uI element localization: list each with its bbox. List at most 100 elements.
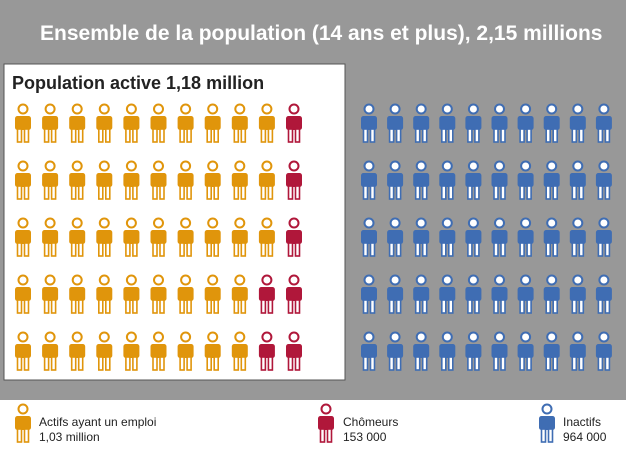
employed-person-icon [96, 160, 113, 200]
employed-person-icon [258, 160, 275, 200]
employed-person-icon [96, 331, 113, 371]
employed-person-icon [123, 217, 140, 257]
inactive-person-icon [569, 217, 586, 257]
inactive-person-icon [413, 103, 430, 143]
legend-item-inactive: Inactifs 964 000 [563, 415, 606, 445]
employed-person-icon [96, 103, 113, 143]
inactive-person-icon [543, 274, 560, 314]
inactive-person-icon [491, 331, 508, 371]
legend-label-employed: Actifs ayant un emploi [39, 415, 157, 429]
inactive-person-icon [413, 274, 430, 314]
employed-person-icon [231, 160, 248, 200]
inactive-person-icon [491, 217, 508, 257]
inactive-person-icon [569, 103, 586, 143]
employed-person-icon [177, 331, 194, 371]
employed-person-icon [123, 160, 140, 200]
inactive-person-icon [517, 331, 534, 371]
employed-person-icon [231, 331, 248, 371]
employed-person-icon [177, 103, 194, 143]
employed-person-icon [96, 274, 113, 314]
inactive-person-icon [517, 274, 534, 314]
inactive-person-icon [543, 331, 560, 371]
employed-person-icon [69, 160, 86, 200]
employed-person-icon [42, 103, 59, 143]
unemployed-person-icon [286, 217, 302, 257]
inactive-person-icon [465, 160, 482, 200]
employed-person-icon [123, 331, 140, 371]
employed-person-icon [150, 331, 167, 371]
employed-person-icon [231, 103, 248, 143]
inactive-person-icon [361, 274, 377, 314]
employed-person-icon [177, 217, 194, 257]
unemployed-person-icon [286, 103, 302, 143]
inactive-person-icon [439, 217, 456, 257]
unemployed-person-icon [286, 274, 302, 314]
inactive-person-icon [361, 160, 377, 200]
unemployed-person-icon [286, 160, 302, 200]
employed-person-icon [231, 274, 248, 314]
legend-item-employed: Actifs ayant un emploi 1,03 million [39, 415, 156, 445]
inactive-person-icon [465, 331, 482, 371]
employed-person-icon [177, 160, 194, 200]
employed-person-icon [150, 160, 167, 200]
legend-label-inactive: Inactifs [563, 415, 602, 429]
employed-person-icon [69, 274, 86, 314]
inactive-person-icon [543, 160, 560, 200]
inactive-person-icon [465, 217, 482, 257]
inactive-person-icon [595, 217, 612, 257]
inactive-person-icon [491, 160, 508, 200]
employed-person-icon [42, 331, 59, 371]
inactive-person-icon [595, 160, 612, 200]
employed-person-icon [123, 274, 140, 314]
inactive-person-icon [361, 103, 377, 143]
inactive-person-icon [439, 103, 456, 143]
inactive-person-icon [387, 103, 404, 143]
employed-person-icon [69, 217, 86, 257]
employed-person-icon [42, 217, 59, 257]
inactive-person-icon [439, 331, 456, 371]
inactive-person-icon [569, 331, 586, 371]
inactive-person-icon [387, 331, 404, 371]
inactive-person-icon [569, 274, 586, 314]
employed-person-icon [123, 103, 140, 143]
employed-person-icon [204, 103, 221, 143]
inactive-person-icon [569, 160, 586, 200]
legend-inactive-person-icon [539, 403, 555, 443]
inactive-person-icon [491, 103, 508, 143]
inactive-person-icon [465, 103, 482, 143]
inactive-person-icon [387, 160, 404, 200]
inactive-person-icon [595, 274, 612, 314]
inactive-person-icon [595, 331, 612, 371]
legend-value-inactive: 964 000 [563, 430, 607, 444]
employed-person-icon [258, 217, 275, 257]
inactive-person-icon [413, 217, 430, 257]
inactive-person-icon [387, 217, 404, 257]
inactive-person-icon [543, 217, 560, 257]
employed-person-icon [150, 217, 167, 257]
employed-person-icon [204, 274, 221, 314]
inactive-person-icon [465, 274, 482, 314]
employed-person-icon [69, 331, 86, 371]
legend-value-unemployed: 153 000 [343, 430, 387, 444]
employed-person-icon [150, 274, 167, 314]
legend-value-employed: 1,03 million [39, 430, 100, 444]
inactive-person-icon [517, 160, 534, 200]
employed-person-icon [42, 160, 59, 200]
employed-person-icon [204, 217, 221, 257]
inactive-person-icon [491, 274, 508, 314]
unemployed-person-icon [258, 331, 275, 371]
inactive-person-icon [517, 103, 534, 143]
employed-person-icon [15, 160, 31, 200]
employed-person-icon [150, 103, 167, 143]
inactive-person-icon [439, 160, 456, 200]
inactive-person-icon [361, 217, 377, 257]
inactive-person-icon [413, 160, 430, 200]
active-population-label: Population active 1,18 million [12, 73, 265, 93]
employed-person-icon [96, 217, 113, 257]
inactive-person-icon [595, 103, 612, 143]
unemployed-person-icon [258, 274, 275, 314]
employed-person-icon [15, 331, 31, 371]
inactive-person-icon [439, 274, 456, 314]
